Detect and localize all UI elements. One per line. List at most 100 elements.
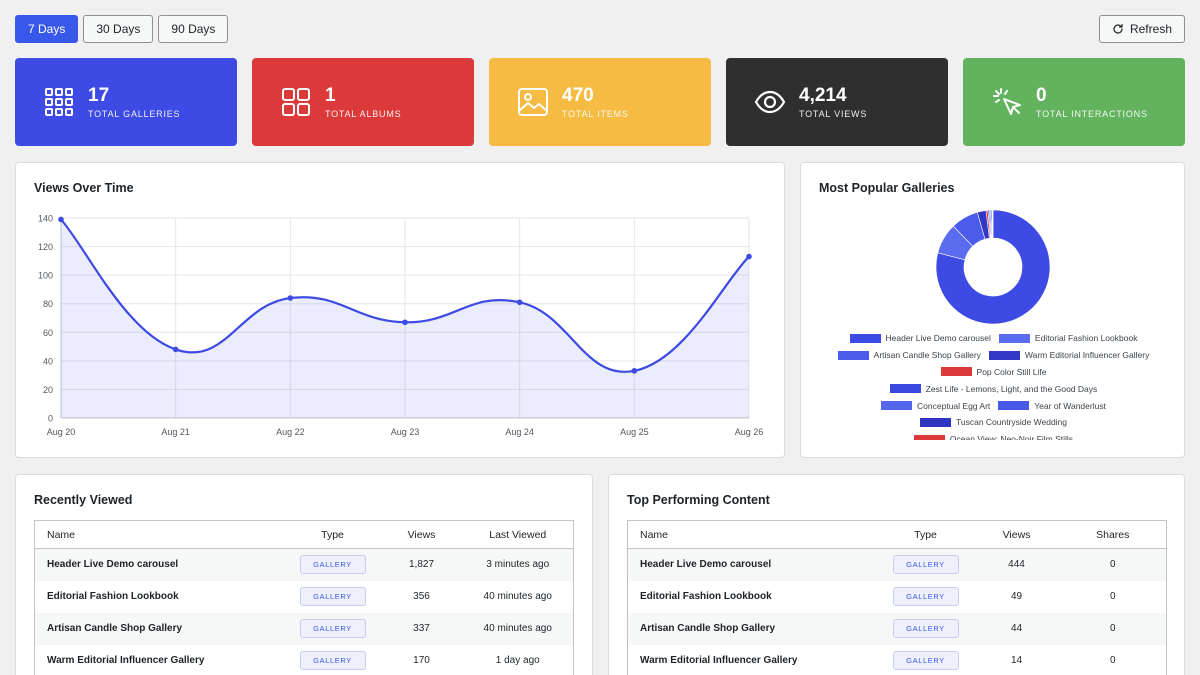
- table-row[interactable]: Header Live Demo carousel GALLERY 1,827 3 m…: [34, 548, 574, 581]
- type-badge: GALLERY: [892, 587, 959, 606]
- stat-card-items: 470 Total Items: [489, 58, 711, 146]
- row-name: Artisan Candle Shop Gallery: [640, 623, 776, 634]
- x-tick-label: Aug 25: [620, 427, 649, 437]
- y-tick-label: 40: [43, 356, 53, 366]
- row-name: Editorial Fashion Lookbook: [640, 591, 772, 602]
- row-shares: 0: [1109, 559, 1116, 571]
- legend-label: Year of Wanderlust: [1034, 400, 1106, 411]
- legend-item[interactable]: Year of Wanderlust: [998, 401, 1106, 411]
- stat-value: 4,214: [799, 85, 847, 106]
- panel-title: Top Performing Content: [627, 493, 770, 507]
- type-badge: GALLERY: [892, 619, 959, 638]
- y-tick-label: 100: [38, 271, 53, 281]
- column-header-name: Name: [34, 520, 285, 549]
- data-point: [402, 319, 408, 326]
- row-name: Artisan Candle Shop Gallery: [47, 623, 183, 634]
- refresh-icon: [1113, 23, 1123, 34]
- stat-value: 0: [1036, 85, 1047, 106]
- grid-icon: [45, 88, 73, 116]
- range-90-days-button[interactable]: 90 Days: [158, 15, 229, 43]
- legend-item[interactable]: Tuscan Countryside Wedding: [919, 417, 1068, 428]
- image-icon: [518, 88, 548, 116]
- row-last-viewed: 40 minutes ago: [483, 591, 552, 602]
- views-over-time-panel: Views Over Time 0 20 40 60 80 100 120 140 Aug 20…: [15, 162, 785, 458]
- stat-card-albums: 1 Total Albums: [252, 58, 474, 146]
- panel-title: Most Popular Galleries: [819, 181, 955, 195]
- table-row[interactable]: Artisan Candle Shop Gallery GALLERY 44 0: [627, 612, 1167, 645]
- legend-item[interactable]: Warm Editorial Influencer Gallery: [988, 350, 1150, 361]
- table-row[interactable]: Warm Editorial Influencer Gallery GALLERY…: [35, 645, 574, 675]
- row-shares: 0: [1109, 591, 1116, 602]
- legend-row: Artisan Candle Shop Gallery Warm Editoria…: [801, 347, 1186, 364]
- legend-swatch: [913, 434, 945, 440]
- legend-item[interactable]: Editorial Fashion Lookbook: [998, 333, 1137, 343]
- type-badge: GALLERY: [299, 587, 366, 606]
- legend-label: Header Live Demo carousel: [885, 333, 991, 344]
- legend-item[interactable]: Zest Life - Lemons, Light, and the Good …: [889, 383, 1098, 394]
- table-row[interactable]: Artisan Candle Shop Gallery GALLERY 337 40 …: [34, 612, 574, 645]
- legend-label: Warm Editorial Influencer Gallery: [1024, 350, 1150, 361]
- column-header-last-viewed: Last Viewed: [462, 520, 574, 549]
- column-header-type: Type: [284, 520, 381, 549]
- table-row[interactable]: Editorial Fashion Lookbook GALLERY 356 40 m…: [35, 581, 574, 613]
- column-header-views: Views: [380, 520, 463, 549]
- legend-swatch: [940, 367, 972, 377]
- legend-item[interactable]: Ocean View: Neo-Noir Film Stills: [913, 434, 1073, 440]
- x-tick-label: Aug 21: [161, 427, 190, 437]
- legend-label: Artisan Candle Shop Gallery: [873, 350, 981, 361]
- legend-row: Pop Color Still Life: [801, 364, 1186, 381]
- legend-item[interactable]: Conceptual Egg Art: [881, 401, 990, 411]
- column-header-type: Type: [877, 520, 974, 549]
- legend-item[interactable]: Artisan Candle Shop Gallery: [837, 350, 981, 361]
- row-last-viewed: 1 day ago: [495, 655, 540, 666]
- legend-swatch: [998, 401, 1030, 411]
- table-row[interactable]: Warm Editorial Influencer Gallery GALLERY…: [628, 645, 1167, 675]
- albums-icon: [282, 88, 310, 116]
- column-header-name: Name: [627, 520, 878, 549]
- panel-title: Recently Viewed: [34, 493, 133, 507]
- legend-label: Pop Color Still Life: [976, 366, 1047, 377]
- y-tick-label: 140: [38, 214, 53, 224]
- legend-label: Zest Life - Lemons, Light, and the Good …: [925, 383, 1098, 394]
- panel-title: Views Over Time: [34, 181, 134, 195]
- range-30-days-button[interactable]: 30 Days: [83, 15, 154, 43]
- type-badge: GALLERY: [299, 651, 366, 670]
- refresh-button[interactable]: Refresh: [1098, 15, 1185, 43]
- table-row[interactable]: Editorial Fashion Lookbook GALLERY 49 0: [628, 581, 1167, 613]
- row-views: 444: [1008, 559, 1025, 571]
- x-tick-label: Aug 23: [391, 427, 420, 437]
- recently-viewed-panel: Recently Viewed Name Type Views Last Vie…: [15, 474, 593, 675]
- stat-card-views: 4,214 Total Views: [726, 58, 948, 146]
- row-shares: 0: [1109, 655, 1116, 666]
- table-row[interactable]: Header Live Demo carousel GALLERY 444 0: [627, 548, 1167, 581]
- top-performing-panel: Top Performing Content Name Type Views S…: [608, 474, 1185, 675]
- stat-label: Total Items: [562, 109, 629, 119]
- stat-value: 470: [562, 85, 594, 106]
- data-point: [58, 216, 64, 223]
- stat-label: Total Interactions: [1036, 109, 1148, 119]
- legend-item[interactable]: Pop Color Still Life: [940, 366, 1047, 377]
- line-area-fill: [61, 219, 749, 418]
- y-tick-label: 60: [43, 328, 53, 338]
- legend-row: Zest Life - Lemons, Light, and the Good …: [801, 380, 1186, 397]
- legend-item[interactable]: Header Live Demo carousel: [849, 333, 991, 344]
- row-views: 44: [1010, 623, 1023, 634]
- range-7-days-button[interactable]: 7 Days: [15, 15, 79, 43]
- type-badge: GALLERY: [299, 555, 366, 575]
- row-views: 1,827: [408, 559, 435, 571]
- row-last-viewed: 3 minutes ago: [486, 559, 550, 571]
- type-badge: GALLERY: [892, 555, 959, 575]
- legend-label: Tuscan Countryside Wedding: [955, 417, 1068, 428]
- type-badge: GALLERY: [892, 651, 959, 670]
- legend-swatch: [837, 350, 869, 360]
- popular-galleries-panel: Most Popular Galleries Header Live Demo …: [800, 162, 1185, 458]
- legend-swatch: [849, 333, 881, 343]
- legend-row: Tuscan Countryside Wedding: [801, 414, 1186, 431]
- legend-row: Conceptual Egg Art Year of Wanderlust: [801, 397, 1186, 414]
- row-name: Editorial Fashion Lookbook: [47, 591, 179, 602]
- row-name: Warm Editorial Influencer Gallery: [47, 655, 205, 666]
- x-tick-label: Aug 26: [735, 427, 764, 437]
- data-point: [172, 346, 179, 353]
- row-name: Header Live Demo carousel: [47, 559, 179, 571]
- row-views: 49: [1010, 591, 1023, 602]
